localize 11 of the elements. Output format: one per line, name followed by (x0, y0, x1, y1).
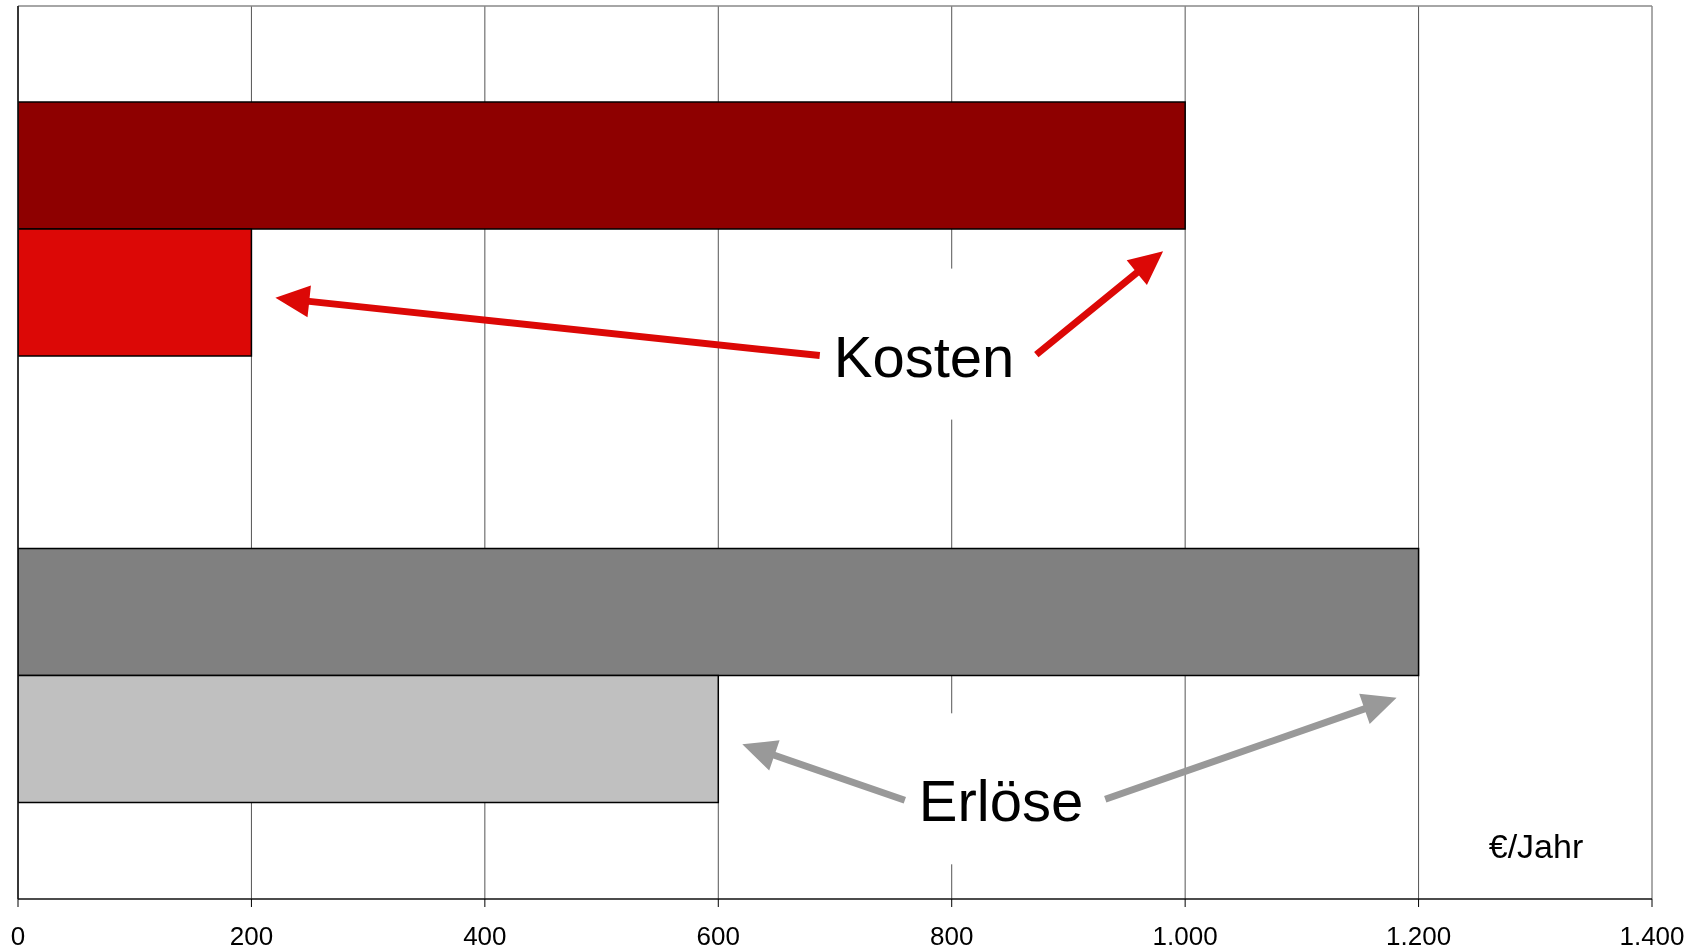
x-tick-label: 800 (930, 921, 974, 948)
x-tick-label: 0 (10, 921, 26, 948)
annotation: Erlöse (918, 768, 1084, 834)
x-tick-label: 200 (229, 921, 274, 948)
x-tick-label: 1.400 (1619, 921, 1685, 948)
x-tick-label: 1.000 (1152, 921, 1218, 948)
x-axis-title: €/Jahr (1488, 827, 1584, 865)
x-tick-label: 600 (696, 921, 740, 948)
x-tick-label: 400 (463, 921, 507, 948)
annotation: Kosten (833, 323, 1015, 389)
x-tick-label: 1.200 (1386, 921, 1452, 948)
